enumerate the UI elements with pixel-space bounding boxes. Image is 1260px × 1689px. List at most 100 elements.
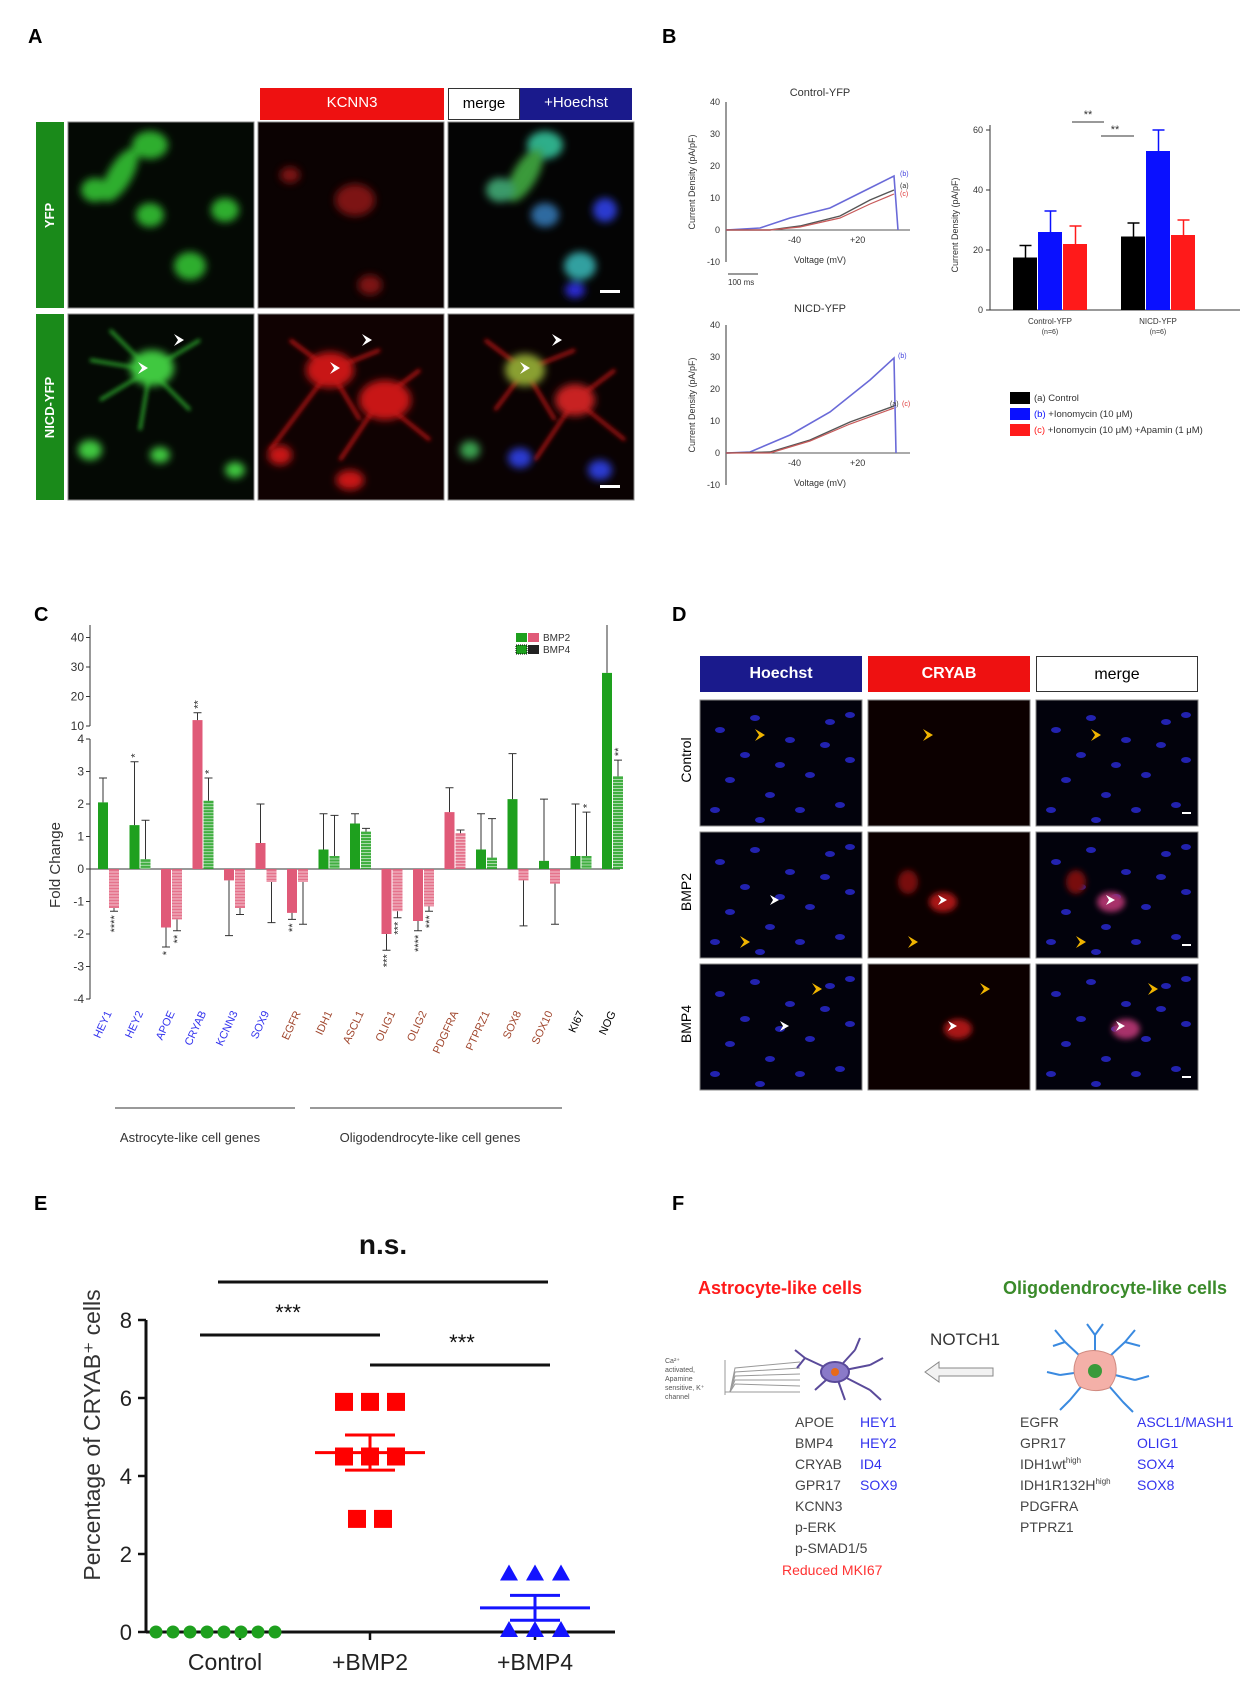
nucleus-dot <box>1101 1056 1111 1062</box>
nucleus-dot <box>725 1041 735 1047</box>
white-arrowhead <box>948 1021 957 1031</box>
nucleus-dot <box>1101 924 1111 930</box>
trace-bottom-xtick-1: -40 <box>788 458 801 468</box>
chart-c-bar <box>266 869 277 882</box>
svg-text:activated,: activated, <box>665 1367 695 1374</box>
chart-c-ytick-label: 4 <box>77 732 84 746</box>
yellow-arrowhead <box>755 729 765 741</box>
yellow-arrowhead <box>980 983 990 995</box>
nucleus-dot <box>1091 1081 1101 1087</box>
cryab-cell <box>944 1019 972 1039</box>
chart-b-bar <box>1146 151 1170 310</box>
nucleus-dot <box>795 1071 805 1077</box>
chart-c-bar <box>507 799 518 869</box>
nucleus-dot <box>1121 869 1131 875</box>
trace-top-tag-c: (c) <box>900 191 908 198</box>
panel-b-bar-chart: Current Density (pA/pF) ** ** 0 20 40 60 Con… <box>950 110 1240 336</box>
chart-b-category-sub: (n=6) <box>1150 329 1167 336</box>
arrowhead-5 <box>552 334 562 346</box>
nucleus-dot <box>1131 939 1141 945</box>
nucleus-dot <box>1181 712 1191 718</box>
svg-text:30: 30 <box>710 129 720 139</box>
chart-c-bar <box>109 869 119 908</box>
nucleus-dot <box>750 715 760 721</box>
arrowhead-3 <box>362 334 372 346</box>
white-arrowhead <box>938 895 947 905</box>
notch-label: NOTCH1 <box>930 1330 1000 1349</box>
chart-c-bar <box>424 869 434 907</box>
nucleus-dot <box>775 894 785 900</box>
chart-e-ytick-label: 4 <box>120 1464 132 1489</box>
chart-e-point-control <box>268 1625 282 1639</box>
svg-text:-10: -10 <box>707 257 720 267</box>
chart-e-ytick-label: 2 <box>120 1542 132 1567</box>
chart-e-point-control <box>183 1625 197 1639</box>
chart-b-sig-1: ** <box>1084 110 1093 121</box>
nucleus-dot <box>805 904 815 910</box>
nucleus-dot <box>715 991 725 997</box>
chart-c-legend-bmp2: BMP2 <box>543 633 571 644</box>
chart-e-point-bmp2 <box>348 1509 366 1528</box>
nucleus-dot <box>1091 949 1101 955</box>
chart-c-ytick-label: 0 <box>77 862 84 876</box>
chart-c-significance: *** <box>393 921 405 935</box>
chart-e-point-bmp4 <box>526 1621 544 1637</box>
nucleus-dot <box>835 934 845 940</box>
hoechst-header: +Hoechst <box>520 88 632 120</box>
svg-text:sensitive, K⁺: sensitive, K⁺ <box>665 1385 705 1392</box>
nucleus-dot <box>1181 1021 1191 1027</box>
nucleus-dot <box>1086 979 1096 985</box>
nucleus-dot <box>805 1036 815 1042</box>
chart-c-significance: **** <box>413 934 425 952</box>
nucleus-dot <box>710 939 720 945</box>
svg-text:-10: -10 <box>707 480 720 490</box>
chart-b-legend: (a) Control (b) +Ionomycin (10 μM) (c) +… <box>1010 390 1203 438</box>
nucleus-dot <box>820 1006 830 1012</box>
chart-b-ytick-label: 0 <box>978 305 983 315</box>
panel-b-traces: Control-YFP Current Density (pA/pF) 40 3… <box>687 87 910 490</box>
chart-e-ytick-label: 6 <box>120 1386 132 1411</box>
chart-b-ylabel: Current Density (pA/pF) <box>950 177 960 272</box>
chart-c-bar <box>413 869 423 921</box>
chart-c-bar <box>550 869 560 884</box>
chart-c-bar <box>581 856 592 869</box>
panel-label-f: F <box>672 1193 685 1215</box>
panel-f-diagram: Astrocyte-like cells Oligodendrocyte-lik… <box>665 1278 1234 1578</box>
nucleus-dot <box>845 976 855 982</box>
svg-text:Apamine: Apamine <box>665 1376 693 1383</box>
white-arrowhead <box>780 1021 789 1031</box>
svg-text:0: 0 <box>715 448 720 458</box>
nucleus-dot <box>785 737 795 743</box>
row-label-yfp: YFP <box>36 122 64 308</box>
trace-bottom-a <box>725 405 895 454</box>
white-arrowhead <box>1106 895 1115 905</box>
svg-text:PTPRZ1: PTPRZ1 <box>1020 1519 1074 1535</box>
nucleus-dot <box>845 712 855 718</box>
chart-c-bar <box>381 869 392 934</box>
nucleus-dot <box>765 1056 775 1062</box>
trace-top-tag-a: (a) <box>900 183 909 190</box>
chart-c-ytick-label: -2 <box>73 927 84 941</box>
chart-c-ytick-label: -4 <box>73 992 84 1006</box>
svg-text:OLIG1: OLIG1 <box>1137 1435 1178 1451</box>
chart-b-bar <box>1121 236 1145 310</box>
chart-c-significance: * <box>582 803 594 808</box>
yellow-arrowhead <box>923 729 933 741</box>
panel-e-scatter-chart: Percentage of CRYAB⁺ cells 0 2 4 6 8 Control +… <box>79 1229 615 1675</box>
chart-c-bar <box>318 849 329 869</box>
arrowhead-4 <box>330 362 340 374</box>
nucleus-dot <box>1121 737 1131 743</box>
nucleus-dot <box>1051 859 1061 865</box>
nucleus-dot <box>750 847 760 853</box>
chart-b-category-label: Control-YFP <box>1028 317 1072 326</box>
nucleus-dot <box>820 742 830 748</box>
svg-text:0: 0 <box>715 225 720 235</box>
oligodendrocyte-cell-icon <box>1046 1323 1150 1413</box>
reduced-mki67: Reduced MKI67 <box>782 1562 883 1578</box>
chart-c-significance: ** <box>287 923 299 932</box>
svg-text:10: 10 <box>710 193 720 203</box>
chart-c-bar <box>570 856 581 869</box>
panel-label-b: B <box>662 26 677 48</box>
nucleus-dot <box>755 949 765 955</box>
panel-label-c: C <box>34 604 49 626</box>
